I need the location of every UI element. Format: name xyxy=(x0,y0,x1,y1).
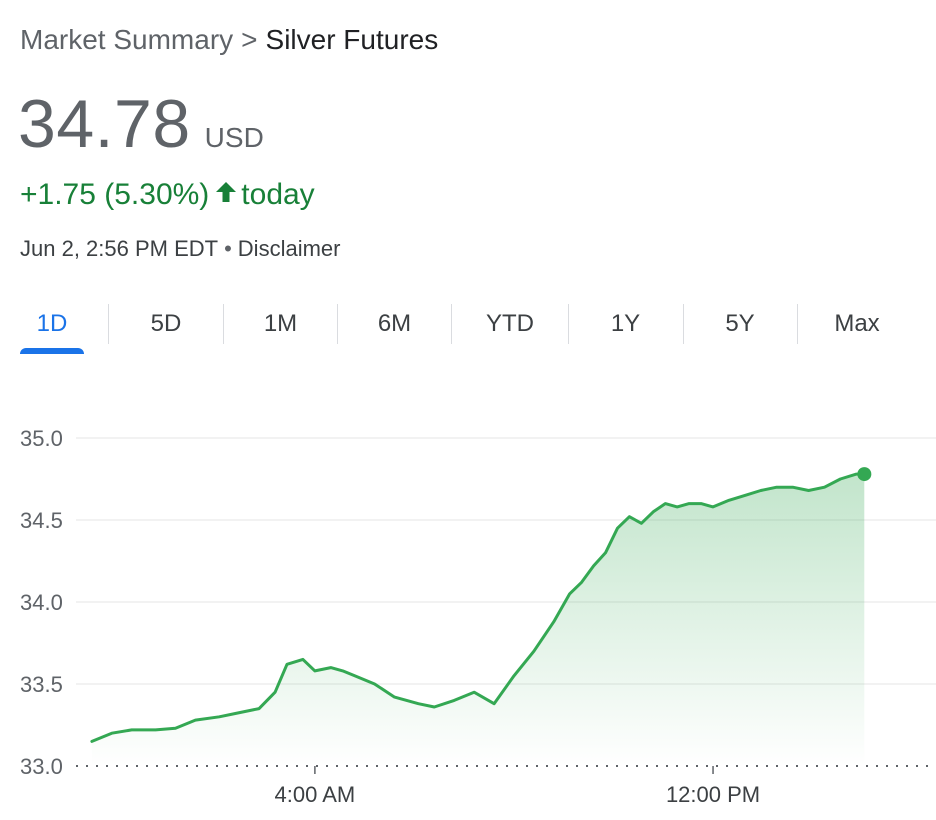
tab-5d[interactable]: 5D xyxy=(150,310,182,337)
tab-5y[interactable]: 5Y xyxy=(725,310,755,337)
tab-ytd[interactable]: YTD xyxy=(486,310,534,337)
current-price-point xyxy=(857,467,872,482)
x-tick-label: 12:00 PM xyxy=(666,782,760,807)
breadcrumb-current: Silver Futures xyxy=(265,24,439,55)
separator-dot: • xyxy=(224,236,232,261)
tab-6m[interactable]: 6M xyxy=(377,310,412,337)
time-range-tabs: 1D 5D 1M 6M YTD 1Y 5Y Max xyxy=(0,296,936,356)
price-row: 34.78 USD xyxy=(18,82,264,166)
current-price: 34.78 xyxy=(18,86,191,162)
y-tick-label: 35.0 xyxy=(20,426,63,451)
y-tick-label: 34.5 xyxy=(20,508,63,533)
y-tick-label: 34.0 xyxy=(20,590,63,615)
change-value: +1.75 (5.30%) xyxy=(20,178,210,211)
tab-1d[interactable]: 1D xyxy=(20,296,84,354)
price-change: +1.75 (5.30%) today xyxy=(20,176,315,214)
tab-divider xyxy=(223,304,224,344)
price-line xyxy=(90,472,866,743)
breadcrumb-separator: > xyxy=(241,24,258,55)
tab-max[interactable]: Max xyxy=(834,310,880,337)
tab-divider xyxy=(451,304,452,344)
quote-timestamp-row: Jun 2, 2:56 PM EDT • Disclaimer xyxy=(20,234,340,264)
tab-divider xyxy=(568,304,569,344)
y-tick-label: 33.0 xyxy=(20,754,63,779)
quote-timestamp: Jun 2, 2:56 PM EDT xyxy=(20,236,219,261)
breadcrumb: Market Summary > Silver Futures xyxy=(20,22,438,58)
price-area-fill xyxy=(91,474,865,766)
arrow-up-icon xyxy=(215,176,237,214)
breadcrumb-market-summary-link[interactable]: Market Summary xyxy=(20,24,234,55)
currency-code: USD xyxy=(204,122,264,153)
tab-divider xyxy=(337,304,338,344)
x-tick-label: 4:00 AM xyxy=(275,782,356,807)
y-tick-label: 33.5 xyxy=(20,672,63,697)
tab-1m[interactable]: 1M xyxy=(263,310,298,337)
price-chart[interactable]: 33.0 33.5 34.0 34.5 35.0 4:00 AM 12:00 PM xyxy=(0,400,936,820)
disclaimer-link[interactable]: Disclaimer xyxy=(237,236,341,261)
change-suffix: today xyxy=(241,178,315,211)
tab-divider xyxy=(797,304,798,344)
tab-divider xyxy=(108,304,109,344)
tab-divider xyxy=(683,304,684,344)
tab-1y[interactable]: 1Y xyxy=(610,310,641,337)
